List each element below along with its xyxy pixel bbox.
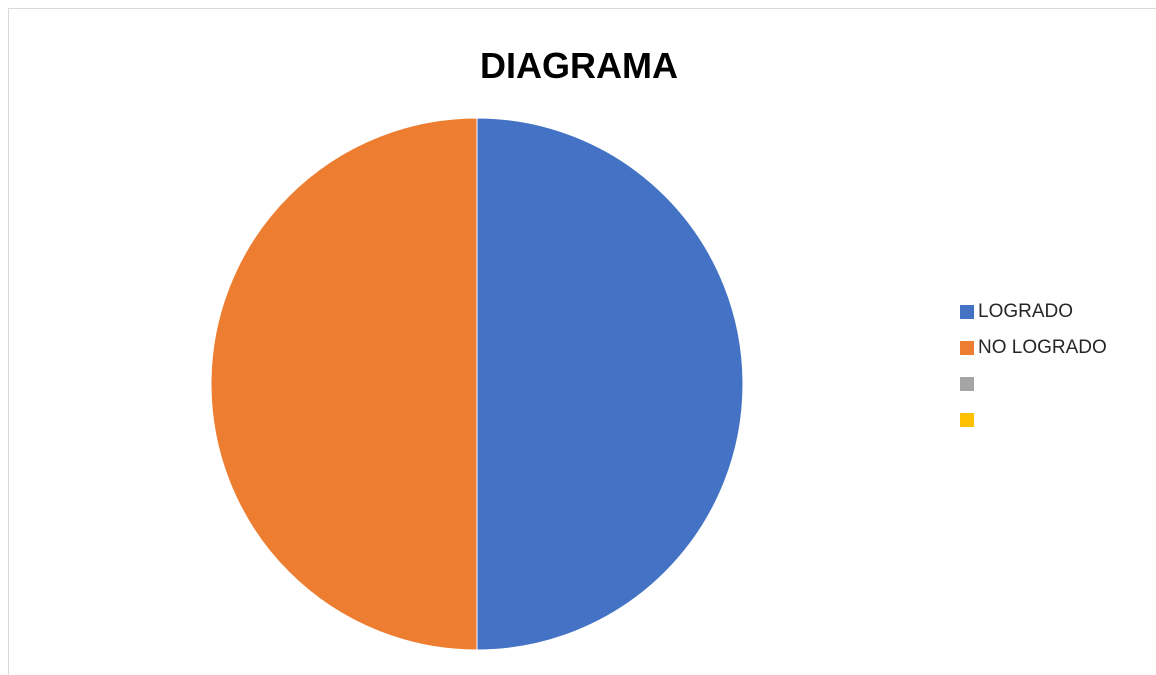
legend-swatch [960,377,974,391]
legend-item: NO LOGRADO [960,335,1107,361]
legend-item [960,407,1107,433]
legend-swatch [960,305,974,319]
legend-swatch [960,413,974,427]
pie-slice-no-logrado [210,117,478,651]
legend-label: LOGRADO [978,301,1074,322]
legend-label: NO LOGRADO [978,337,1107,358]
legend-item [960,371,1107,397]
legend-swatch [960,341,974,355]
legend-item: LOGRADO [960,299,1107,325]
pie-slices [210,117,744,651]
legend: LOGRADO NO LOGRADO [960,299,1107,443]
pie-slice-logrado [476,117,744,651]
chart-title: DIAGRAMA [480,45,678,86]
